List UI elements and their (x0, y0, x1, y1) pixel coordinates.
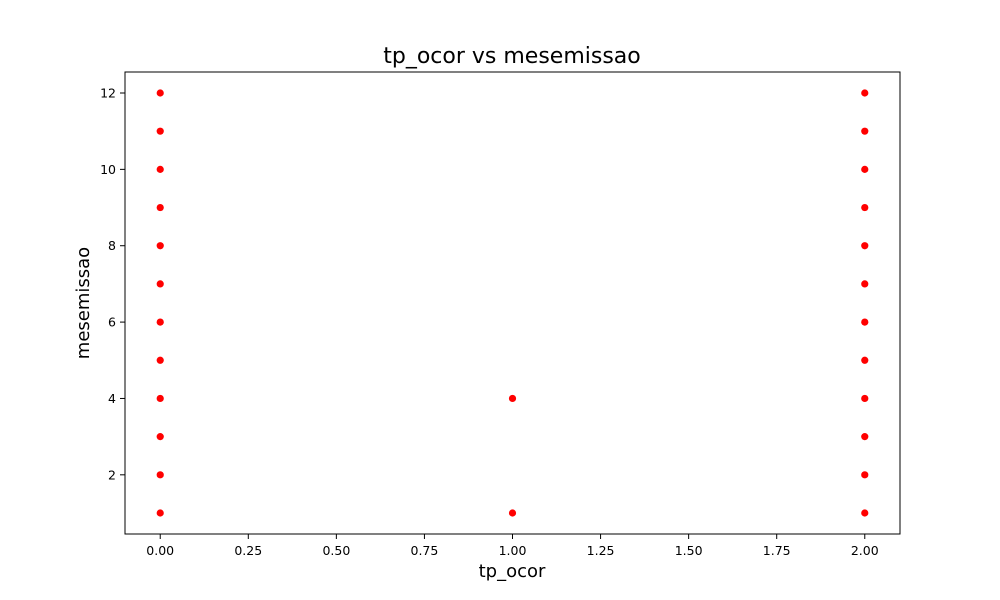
data-point (156, 280, 164, 288)
x-axis-ticks: 0.00 0.25 0.50 0.75 1.00 1.25 1.50 1.75 2.00 (146, 534, 879, 558)
y-tick-label: 2 (108, 467, 116, 482)
x-tick-label: 1.25 (587, 543, 615, 558)
y-tick-label: 6 (108, 315, 116, 330)
y-axis-ticks: 2 4 6 8 10 12 (100, 86, 125, 482)
data-point (156, 509, 164, 517)
data-point (156, 433, 164, 441)
x-tick-label: 1.00 (499, 543, 527, 558)
data-point (156, 394, 164, 403)
data-point (861, 356, 869, 364)
y-tick-label: 8 (108, 238, 116, 253)
data-point (156, 242, 164, 250)
data-point (861, 203, 869, 212)
y-tick-label: 10 (100, 162, 116, 177)
x-tick-label: 1.75 (763, 543, 791, 558)
data-point (508, 509, 517, 517)
data-point (861, 242, 869, 250)
x-tick-label: 2.00 (851, 543, 879, 558)
data-point (156, 165, 164, 173)
data-point (156, 89, 164, 97)
data-point (156, 203, 164, 212)
x-tick-label: 0.00 (146, 543, 174, 558)
data-point (861, 280, 869, 288)
data-point (861, 318, 869, 326)
chart-title: tp_ocor vs mesemissao (383, 44, 641, 69)
x-tick-label: 1.50 (675, 543, 703, 558)
x-tick-label: 0.50 (322, 543, 350, 558)
data-point (156, 127, 164, 135)
plot-area-frame (124, 71, 901, 535)
x-tick-label: 0.75 (411, 543, 439, 558)
data-points (156, 89, 869, 517)
x-tick-label: 0.25 (234, 543, 262, 558)
x-axis-label: tp_ocor (479, 561, 546, 582)
y-tick-label: 4 (108, 391, 116, 406)
y-axis-label: mesemissao (73, 247, 94, 359)
data-point (861, 394, 869, 403)
data-point (861, 165, 869, 173)
data-point (861, 89, 869, 97)
data-point (156, 318, 164, 326)
data-point (861, 127, 869, 135)
data-point (861, 509, 869, 517)
y-tick-label: 12 (100, 86, 116, 101)
data-point (861, 471, 869, 479)
data-point (861, 433, 869, 441)
data-point (508, 394, 517, 403)
data-point (156, 471, 164, 479)
data-point (156, 356, 164, 364)
